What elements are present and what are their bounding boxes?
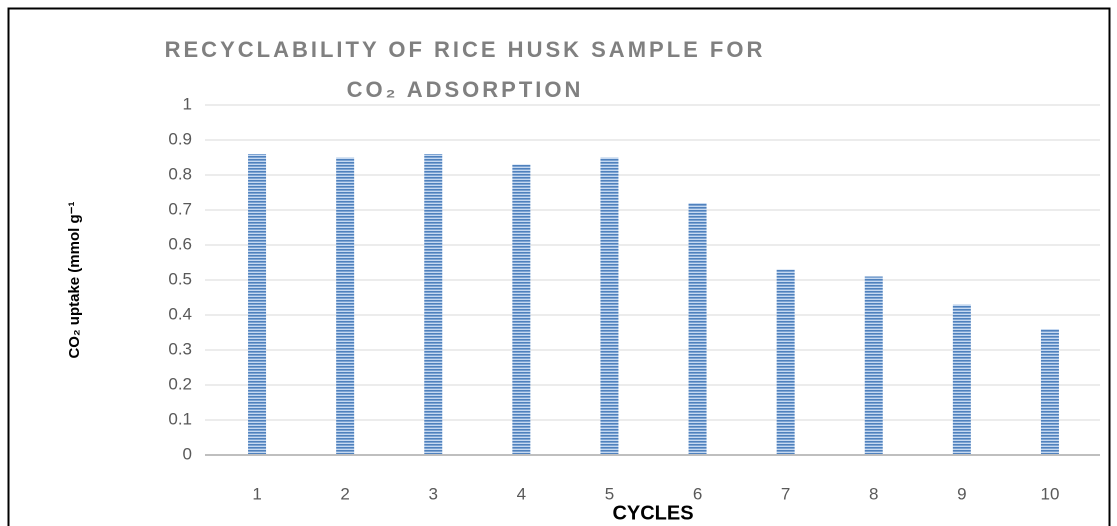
bar (952, 304, 971, 455)
bar (336, 157, 355, 455)
y-tick-label: 0.4 (168, 304, 192, 323)
bar (424, 154, 443, 455)
x-tick-label: 10 (1040, 484, 1059, 503)
x-tick-label: 7 (781, 484, 790, 503)
bar (600, 157, 619, 455)
bar (1040, 329, 1059, 455)
x-axis-title: CYCLES (612, 502, 693, 524)
y-tick-label: 0.5 (168, 269, 192, 288)
x-tick-label: 8 (869, 484, 878, 503)
x-tick-label: 4 (517, 484, 526, 503)
y-tick-label: 0.6 (168, 234, 192, 253)
y-tick-label: 0.1 (168, 409, 192, 428)
bar (688, 203, 707, 455)
chart-title: RECYCLABILITY OF RICE HUSK SAMPLE FOR CO… (164, 37, 766, 102)
x-tick-label: 1 (252, 484, 261, 503)
x-tick-label: 9 (957, 484, 966, 503)
y-tick-label: 1 (183, 94, 192, 113)
bar (864, 276, 883, 455)
x-tick-label: 5 (605, 484, 614, 503)
bar (248, 154, 267, 455)
x-tick-label: 2 (340, 484, 349, 503)
bar (776, 269, 795, 455)
x-tick-label: 6 (693, 484, 702, 503)
x-tick-label: 3 (429, 484, 438, 503)
y-tick-label: 0.2 (168, 374, 192, 393)
y-tick-label: 0.8 (168, 164, 192, 183)
y-tick-label: 0.7 (168, 199, 192, 218)
y-tick-label: 0.3 (168, 339, 192, 358)
y-tick-label: 0.9 (168, 129, 192, 148)
bar (512, 164, 531, 455)
y-axis-title: CO₂ uptake (mmol g⁻¹ (66, 201, 83, 358)
y-tick-label: 0 (183, 444, 192, 463)
chart-border (7, 7, 1111, 526)
